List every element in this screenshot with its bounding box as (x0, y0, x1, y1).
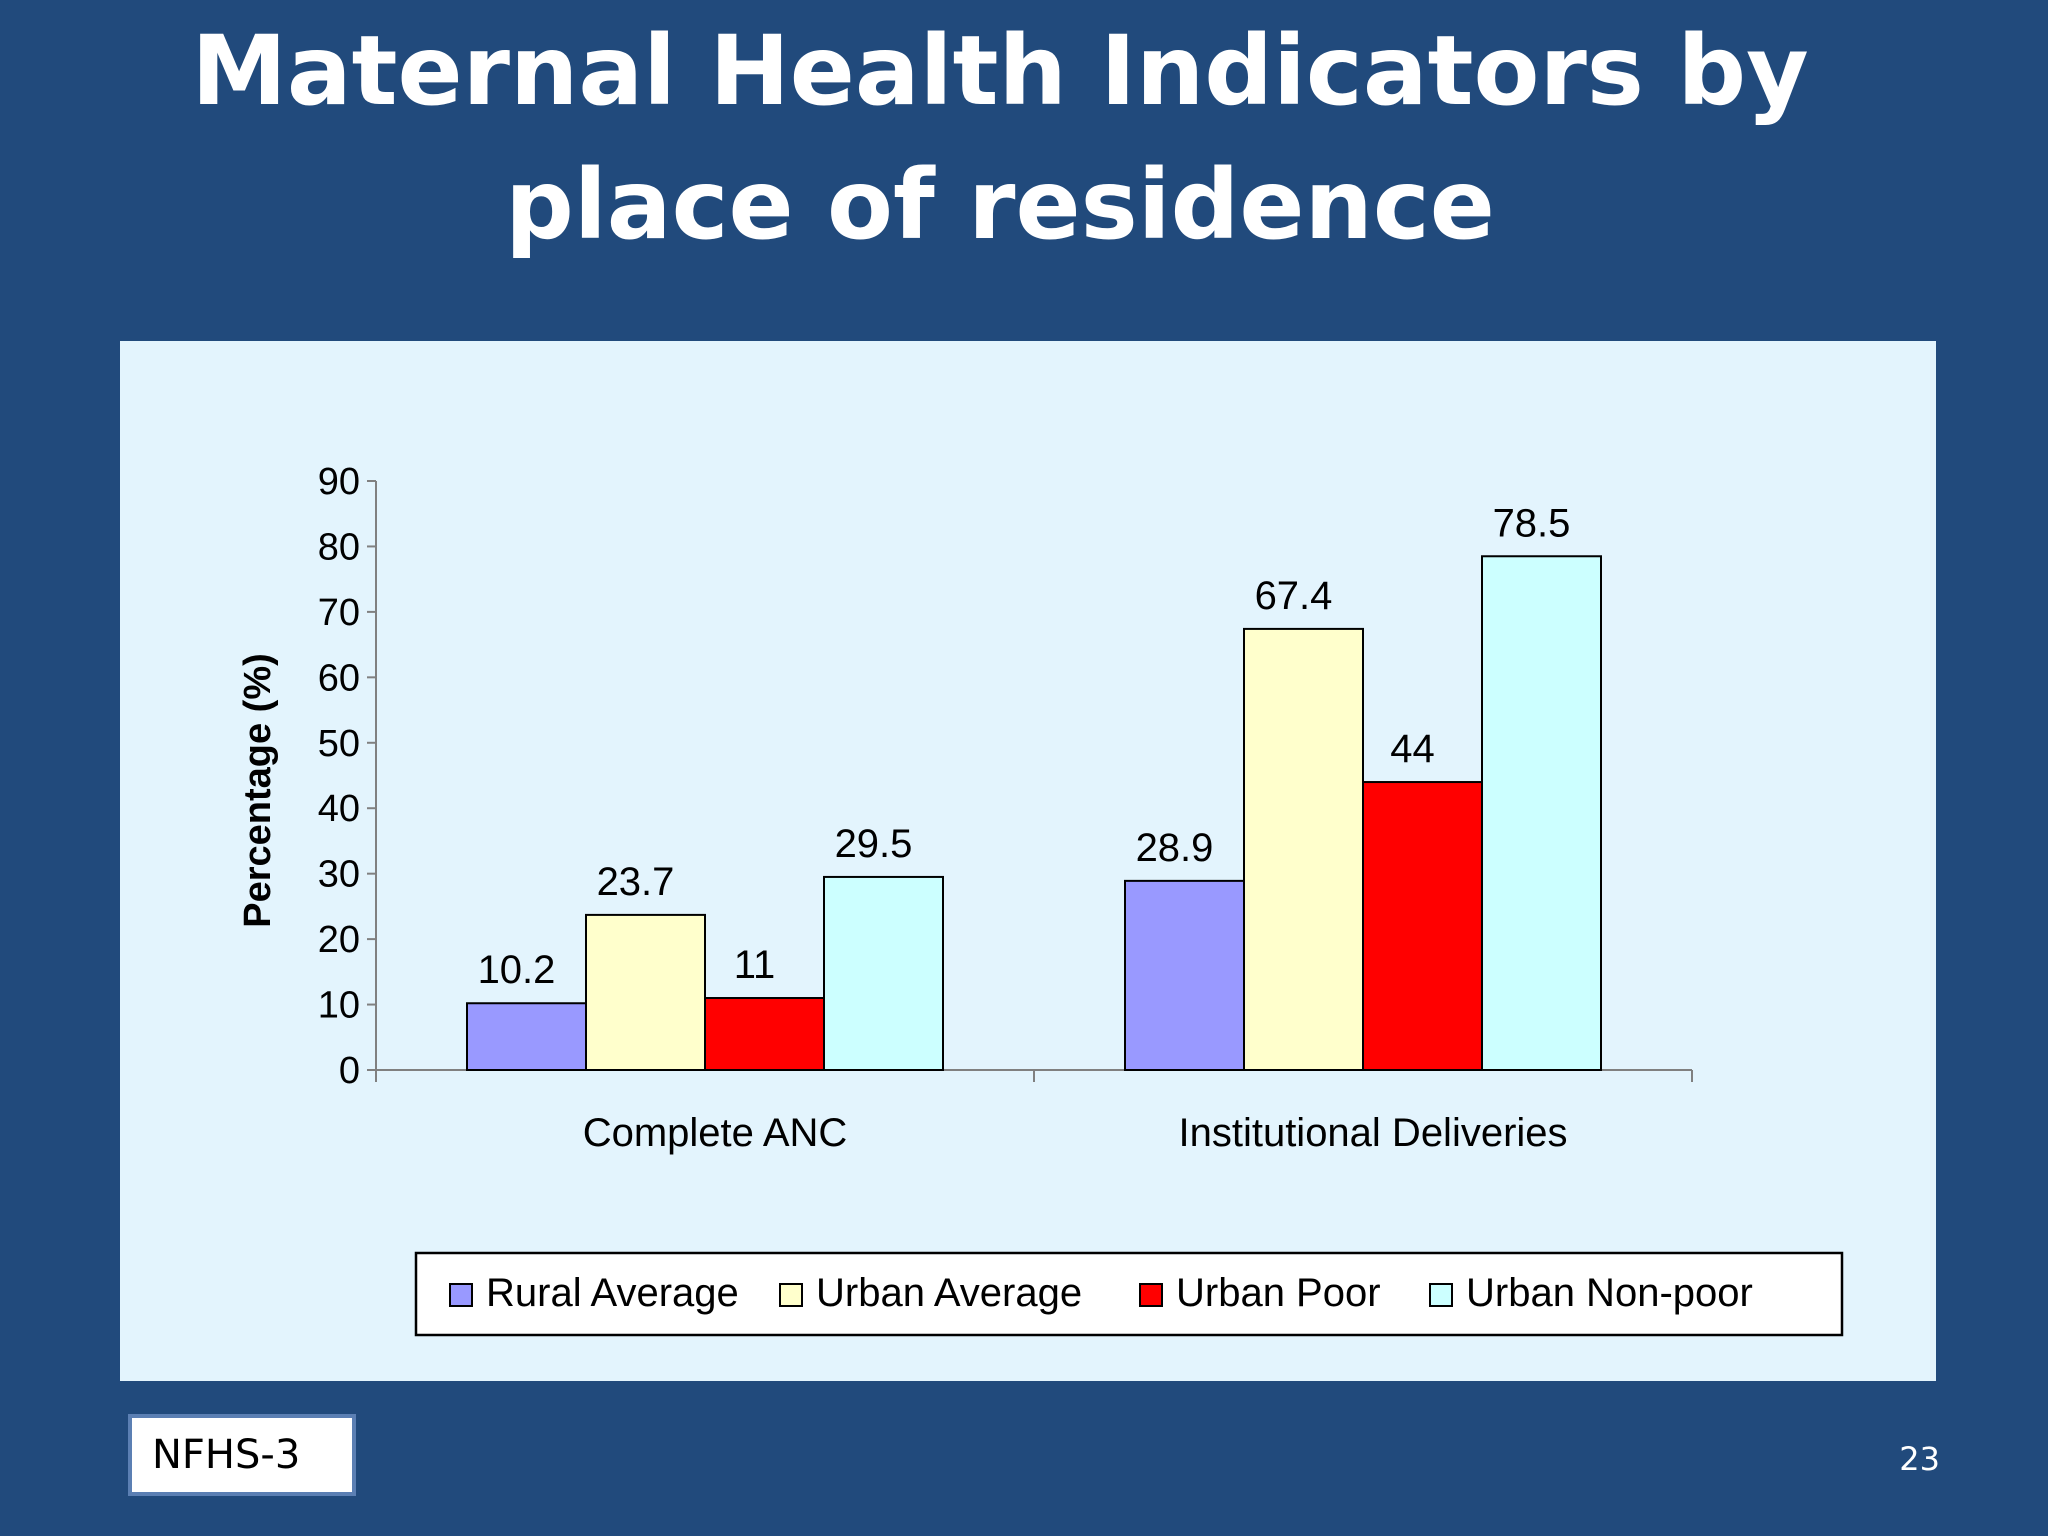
legend-label: Rural Average (486, 1271, 739, 1315)
chart-panel: 0 10 20 30 40 50 60 70 80 90 Percentage (%) 10.2 23.… (120, 341, 1936, 1381)
title-line-1: Maternal Health Indicators by (191, 15, 1809, 127)
y-tick-label: 80 (318, 526, 360, 568)
data-label: 29.5 (835, 822, 913, 866)
bar (1481, 555, 1602, 1071)
bar (585, 913, 706, 1071)
legend-label: Urban Poor (1176, 1271, 1381, 1315)
y-tick-label: 10 (318, 985, 360, 1027)
source-label: NFHS-3 (128, 1414, 356, 1496)
y-tick-label: 30 (318, 854, 360, 896)
bar-chart: 0 10 20 30 40 50 60 70 80 90 Percentage (%) 10.2 23.… (237, 461, 1844, 1337)
y-tick-label: 90 (318, 461, 360, 503)
y-tick-label: 70 (318, 592, 360, 634)
legend-label: Urban Average (816, 1271, 1082, 1315)
legend-swatch (1429, 1283, 1453, 1307)
data-label: 28.9 (1136, 826, 1214, 870)
y-tick-label: 0 (339, 1050, 360, 1092)
category-label: Complete ANC (583, 1111, 848, 1155)
bar (823, 875, 944, 1072)
data-label: 67.4 (1255, 574, 1333, 618)
legend-label: Urban Non-poor (1466, 1271, 1753, 1315)
category-label: Institutional Deliveries (1178, 1111, 1567, 1155)
y-tick-label: 60 (318, 657, 360, 699)
data-label: 78.5 (1493, 501, 1571, 545)
legend-box (414, 1251, 1844, 1337)
data-label: 10.2 (478, 948, 556, 992)
bar (1362, 781, 1483, 1071)
y-axis-title: Percentage (%) (237, 653, 279, 928)
title-line-2: place of residence (505, 149, 1495, 261)
legend-swatch (449, 1283, 473, 1307)
legend-swatch (1139, 1283, 1163, 1307)
bar (704, 997, 825, 1071)
data-label: 23.7 (597, 860, 675, 904)
y-tick-label: 20 (318, 919, 360, 961)
bar (466, 1002, 587, 1071)
data-label: 11 (734, 943, 776, 987)
bar (1243, 627, 1364, 1071)
page-number: 23 (1899, 1440, 1940, 1478)
slide-title: Maternal Health Indicators by place of r… (150, 0, 1850, 272)
y-tick-label: 50 (318, 723, 360, 765)
y-tick-label: 40 (318, 788, 360, 830)
data-label: 44 (1390, 727, 1435, 771)
bar (1124, 879, 1245, 1071)
legend-swatch (779, 1283, 803, 1307)
